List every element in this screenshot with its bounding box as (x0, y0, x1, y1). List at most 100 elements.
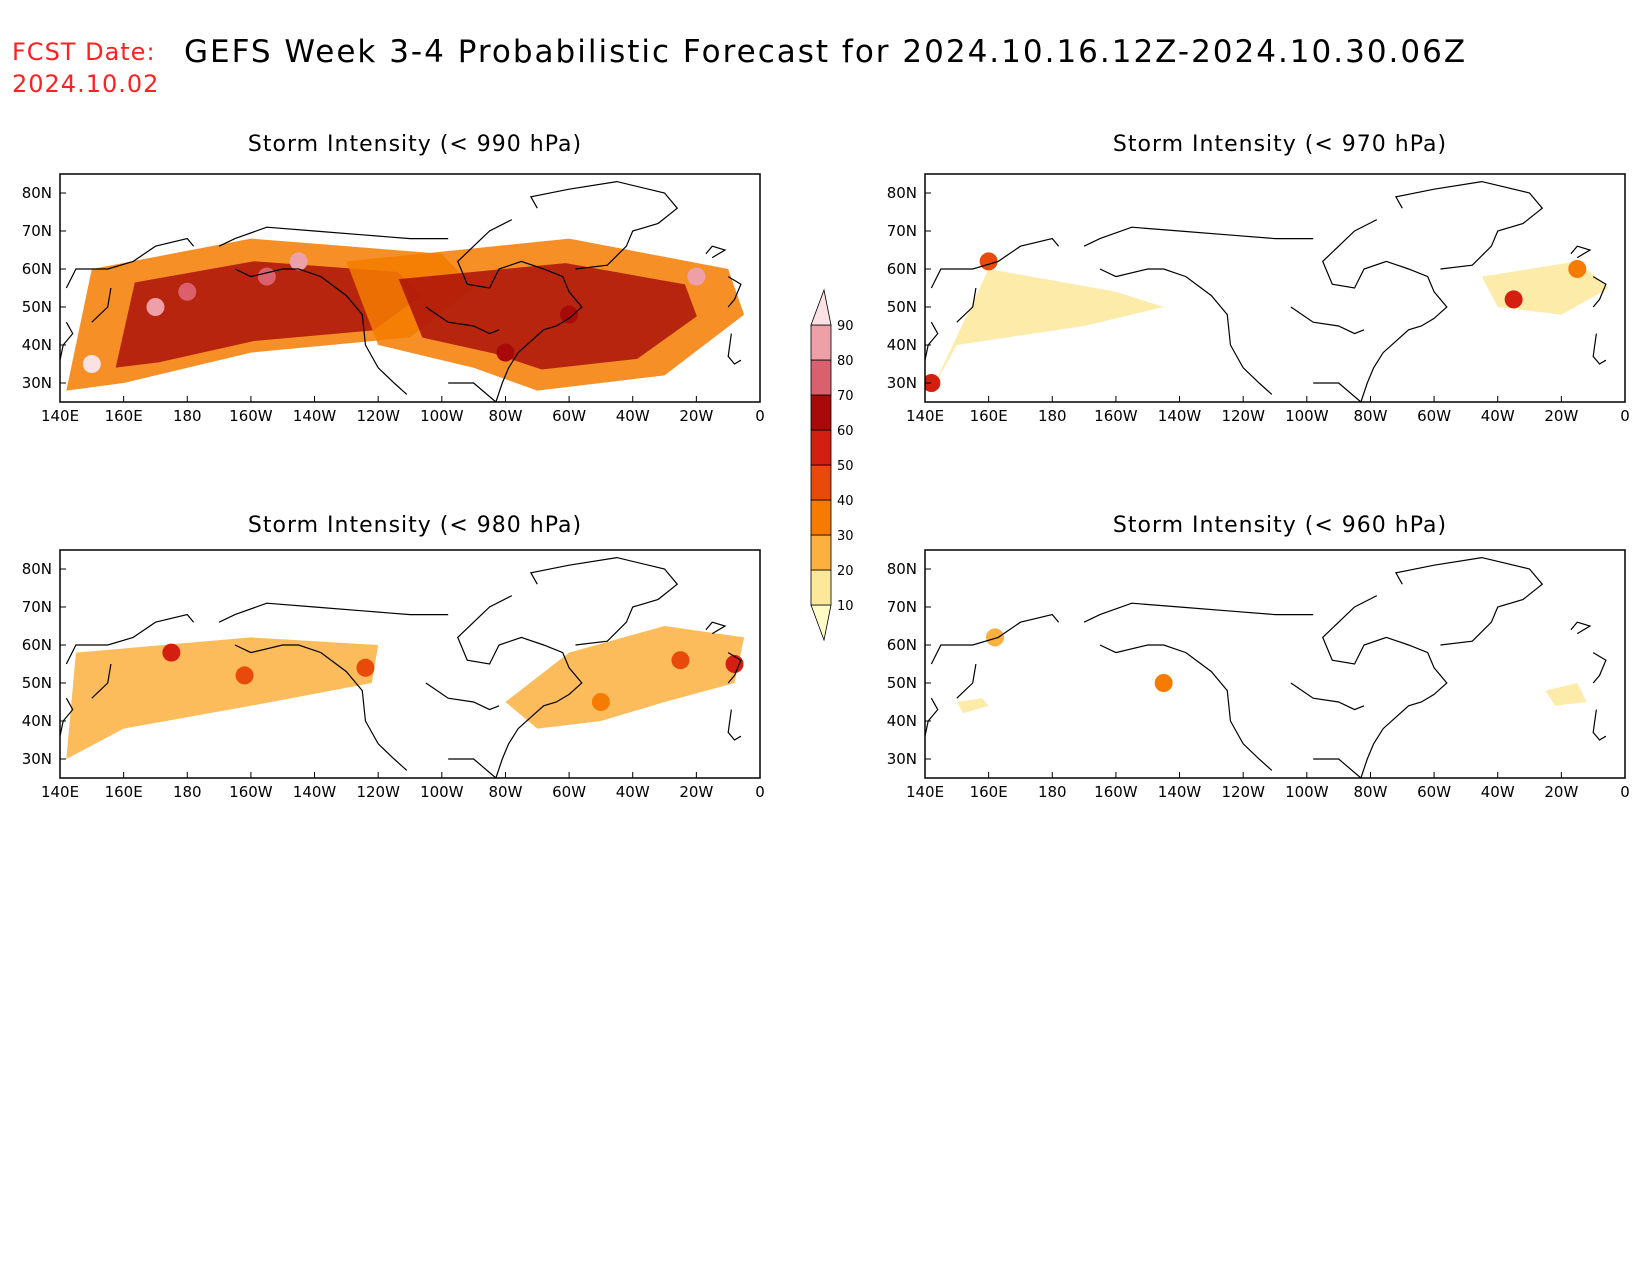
lon-tick-label: 20W (679, 407, 713, 425)
coastline (218, 602, 449, 623)
map-frame (924, 173, 1626, 403)
coastline (1592, 709, 1607, 741)
probability-region (931, 269, 1164, 391)
page-title: GEFS Week 3-4 Probabilistic Forecast for… (184, 34, 1468, 70)
probability-hotspot (591, 693, 610, 711)
coastline (705, 245, 727, 259)
probability-hotspot (146, 298, 165, 316)
coastline (956, 287, 977, 323)
panel-title-960: Storm Intensity (< 960 hPa) (1113, 513, 1447, 538)
lon-tick-label: 60W (1417, 783, 1451, 801)
lon-tick-label: 160W (1094, 407, 1138, 425)
colorbar-swatch (810, 429, 832, 466)
colorbar-level-label: 90 (837, 319, 854, 334)
colorbar-swatch (810, 394, 832, 431)
colorbar-level-label: 50 (837, 459, 854, 474)
coastline (1099, 644, 1273, 771)
lon-tick-label: 20W (1544, 783, 1578, 801)
colorbar-level-label: 10 (837, 599, 854, 614)
lat-tick-label: 40N (887, 336, 917, 354)
map-frame (59, 549, 761, 779)
coastline (448, 595, 583, 778)
coastline (1083, 226, 1314, 247)
coastline (1290, 682, 1365, 711)
lat-tick-label: 60N (887, 636, 917, 654)
lat-tick-label: 30N (887, 374, 917, 392)
coastline (91, 287, 112, 323)
lat-tick-label: 70N (887, 598, 917, 616)
lat-tick-label: 40N (22, 336, 52, 354)
lon-tick-label: 140W (1158, 407, 1202, 425)
coastline (1592, 276, 1607, 308)
lat-tick-label: 60N (887, 260, 917, 278)
coastline (1570, 245, 1592, 259)
coastline (727, 652, 742, 684)
lon-tick-label: 160E (970, 407, 1008, 425)
lat-tick-label: 80N (22, 560, 52, 578)
probability-field (60, 556, 745, 778)
probability-hotspot (671, 651, 690, 670)
coastline (1570, 621, 1592, 635)
probability-hotspot (289, 252, 308, 271)
map-frame (924, 549, 1626, 779)
map-panel-980: 140E 160E 180 160W 140W 120W 100W 80W 60W 40W 20W 0… (22, 549, 765, 801)
coastline (727, 333, 742, 365)
lon-tick-label: 120W (1221, 783, 1265, 801)
lon-tick-label: 140E (41, 407, 79, 425)
lon-tick-label: 140W (293, 407, 337, 425)
coastline (1083, 602, 1314, 623)
colorbar-level-label: 60 (837, 424, 854, 439)
lon-tick-label: 0 (1620, 407, 1630, 425)
lon-tick-label: 180 (1038, 783, 1067, 801)
colorbar-swatch (810, 359, 832, 396)
probability-region (1481, 261, 1610, 315)
lat-tick-label: 50N (22, 674, 52, 692)
lon-tick-label: 180 (173, 783, 202, 801)
lon-tick-label: 160W (1094, 783, 1138, 801)
probability-hotspot (82, 355, 101, 373)
coastline (91, 663, 112, 699)
probability-hotspot (979, 252, 998, 271)
colorbar-swatch (810, 288, 832, 326)
lon-tick-label: 100W (1285, 407, 1329, 425)
probability-hotspot (925, 374, 941, 392)
lat-tick-label: 50N (887, 298, 917, 316)
coastline (930, 237, 1060, 289)
probability-hotspot (725, 655, 744, 673)
lon-tick-label: 80W (488, 407, 522, 425)
lon-tick-label: 80W (488, 783, 522, 801)
coastline (65, 237, 195, 289)
colorbar-level-label: 40 (837, 494, 854, 509)
lon-tick-label: 60W (1417, 407, 1451, 425)
coastline (727, 276, 742, 308)
lat-tick-label: 80N (887, 560, 917, 578)
colorbar-level-label: 20 (837, 564, 854, 579)
map-panel-970: 140E 160E 180 160W 140W 120W 100W 80W 60W 40W 20W 0… (887, 173, 1630, 425)
colorbar-level-label: 30 (837, 529, 854, 544)
lon-tick-label: 60W (552, 407, 586, 425)
coastline (1394, 180, 1544, 270)
panel-title-970: Storm Intensity (< 970 hPa) (1113, 132, 1447, 157)
lon-tick-label: 140E (906, 783, 944, 801)
lon-tick-label: 160W (229, 783, 273, 801)
panel-title-990: Storm Intensity (< 990 hPa) (248, 132, 582, 157)
lon-tick-label: 0 (1620, 783, 1630, 801)
probability-field (60, 180, 745, 402)
coastline (234, 644, 408, 771)
forecast-date-label: FCST Date: (12, 38, 156, 66)
lat-tick-label: 70N (22, 222, 52, 240)
coastline (930, 613, 1060, 665)
lon-tick-label: 40W (1481, 407, 1515, 425)
lon-tick-label: 160E (105, 407, 143, 425)
forecast-date-value: 2024.10.02 (12, 70, 160, 98)
probability-hotspot (1568, 260, 1587, 278)
probability-hotspot (1504, 290, 1523, 309)
lon-tick-label: 120W (356, 407, 400, 425)
lon-tick-label: 40W (1481, 783, 1515, 801)
lat-tick-label: 30N (22, 750, 52, 768)
panel-title-980: Storm Intensity (< 980 hPa) (248, 513, 582, 538)
lon-tick-label: 100W (420, 783, 464, 801)
coastline (1313, 219, 1448, 402)
lon-tick-label: 140W (293, 783, 337, 801)
